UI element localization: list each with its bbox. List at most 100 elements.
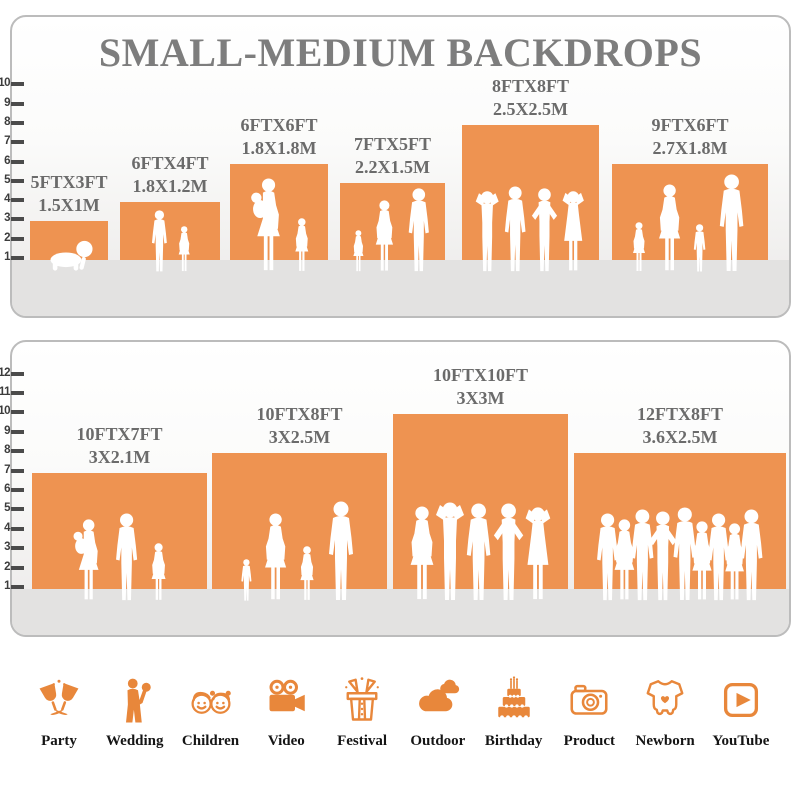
y-tick-label: 6 — [4, 483, 10, 495]
backdrop-size-m: 1.8X1.2M — [132, 176, 208, 197]
y-tick-dash — [11, 217, 24, 222]
backdrop-size-label: 10FTX10FT 3X3M — [433, 364, 528, 410]
figure-man-silhouette — [147, 210, 172, 272]
category-item-children: Children — [178, 654, 244, 750]
figure-woman-silhouette — [258, 513, 293, 601]
y-tick-label: 1 — [4, 251, 10, 263]
backdrop-size-ft: 10FTX10FT — [432, 365, 529, 386]
backdrop-size-m: 2.7X1.8M — [652, 137, 728, 158]
backdrop-figures — [32, 513, 207, 601]
y-tick-label: 2 — [4, 231, 10, 244]
y-tick-dash — [11, 449, 24, 454]
backdrop-bar-10ftx8ft — [212, 453, 387, 589]
backdrop-size-ft: 6FTX6FT — [240, 114, 318, 135]
backdrop-bar-9ftx6ft — [612, 163, 768, 261]
backdrop-size-m: 3X3M — [456, 388, 505, 409]
y-tick-label: 3 — [4, 212, 10, 225]
backdrop-bar-10ftx7ft — [32, 472, 207, 589]
y-tick-label: 1 — [4, 580, 10, 592]
backdrop-size-ft: 9FTX6FT — [651, 114, 729, 135]
category-label: Outdoor — [410, 733, 466, 749]
category-item-birthday: Birthday — [481, 654, 547, 750]
y-tick-dash — [11, 526, 24, 531]
figure-woman-silhouette — [296, 546, 318, 601]
y-tick-label: 8 — [4, 115, 10, 128]
y-tick-dash — [11, 410, 24, 415]
backdrop-figures — [574, 507, 786, 601]
y-tick-dash — [11, 565, 24, 570]
y-tick-label: 7 — [4, 463, 10, 476]
backdrop-size-ft: 12FTX8FT — [636, 404, 724, 425]
backdrop-figures — [212, 501, 387, 601]
category-label: Wedding — [106, 733, 164, 749]
y-tick-dash — [11, 468, 24, 473]
page-title: SMALL-MEDIUM BACKDROPS — [98, 30, 703, 75]
figure-man-silhouette — [109, 513, 144, 601]
festival-icon — [338, 676, 386, 724]
backdrop-size-label: 7FTX5FT 2.2X1.5M — [354, 133, 431, 179]
y-tick-label: 2 — [4, 560, 10, 573]
birthday-icon — [490, 676, 538, 724]
figure-woman-silhouette — [147, 543, 170, 601]
backdrop-size-m: 3X2.1M — [88, 446, 151, 467]
newborn-icon — [641, 676, 689, 724]
category-item-party: Party — [26, 654, 92, 750]
wedding-icon — [111, 676, 159, 724]
backdrop-size-label: 10FTX8FT 3X2.5M — [256, 403, 342, 449]
backdrop-figures — [612, 174, 768, 272]
backdrop-size-label: 9FTX6FT 2.7X1.8M — [651, 114, 728, 160]
backdrop-bar-7ftx5ft — [340, 182, 445, 260]
y-tick-dash — [11, 236, 24, 241]
product-icon — [565, 676, 613, 724]
backdrop-bar-10ftx10ft — [393, 414, 568, 589]
y-tick-dash — [11, 120, 24, 125]
y-tick-label: 10 — [0, 405, 11, 418]
category-item-video: Video — [253, 654, 319, 750]
backdrop-figures — [120, 210, 220, 272]
backdrop-size-label: 6FTX4FT 1.8X1.2M — [131, 152, 208, 198]
category-label: Birthday — [484, 733, 543, 749]
y-tick-dash — [11, 585, 24, 589]
y-tick-dash — [11, 371, 24, 376]
category-label: Newborn — [635, 733, 695, 749]
figure-man-silhouette — [690, 224, 709, 272]
category-label: Party — [41, 733, 77, 749]
backdrop-size-ft: 10FTX7FT — [76, 423, 163, 444]
y-tick-label: 11 — [0, 386, 11, 398]
y-tick-label: 5 — [4, 173, 10, 186]
y-tick-label: 8 — [4, 444, 10, 457]
y-tick-label: 12 — [0, 366, 11, 379]
backdrop-bar-12ftx8ft — [574, 453, 786, 589]
category-label: Video — [267, 733, 305, 749]
medium-backdrops-panel: 12 11 10 9 8 7 6 5 4 3 2 1 10FTX7FT 3X2.1M 10FTX8FT 3X2… — [0, 340, 791, 637]
backdrop-size-label: 10FTX7FT 3X2.1M — [76, 423, 162, 469]
y-tick-dash — [11, 256, 24, 260]
party-icon — [35, 676, 83, 724]
figure-man-silhouette — [321, 501, 361, 601]
category-row: Party Wedding Children Video Festival Outdoor… — [12, 654, 788, 750]
category-item-youtube: YouTube — [708, 654, 774, 750]
backdrop-bar-5ftx3ft — [30, 221, 108, 260]
category-item-outdoor: Outdoor — [405, 654, 471, 750]
y-tick-label: 7 — [4, 135, 10, 148]
backdrop-size-ft: 8FTX8FT — [491, 75, 570, 96]
figure-woman-silhouette — [350, 230, 367, 272]
y-tick-label: 9 — [4, 424, 10, 437]
figure-woman-silhouette — [629, 222, 649, 272]
figure-man-silhouette — [402, 188, 436, 272]
category-label: Children — [181, 733, 240, 749]
y-tick-label: 6 — [4, 154, 10, 167]
figure-woman-silhouette — [175, 226, 193, 272]
video-icon — [262, 676, 310, 724]
backdrop-figures — [230, 178, 328, 272]
backdrop-size-label: 5FTX3FT 1.5X1M — [30, 171, 107, 217]
backdrop-figures — [393, 501, 568, 601]
figure-woman-silhouette — [370, 200, 399, 272]
y-tick-dash — [11, 82, 24, 87]
figure-woman-silhouette — [291, 218, 313, 272]
outdoor-icon — [414, 676, 462, 724]
figure-momchild-silhouette — [69, 519, 106, 601]
figure-woman-silhouette — [652, 184, 687, 272]
backdrop-figures — [462, 186, 599, 272]
category-item-wedding: Wedding — [102, 654, 168, 750]
